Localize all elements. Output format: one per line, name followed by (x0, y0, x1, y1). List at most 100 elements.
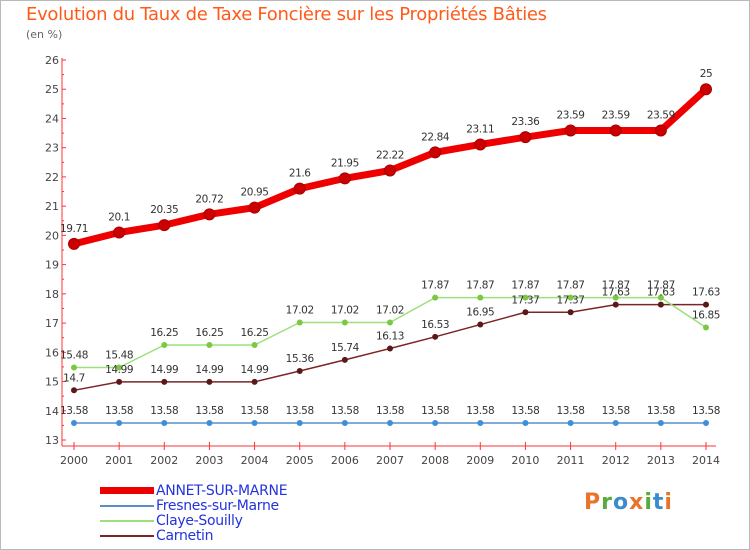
series-point-0 (293, 182, 306, 195)
series-point-2 (567, 294, 574, 301)
data-label-0: 23.59 (602, 109, 630, 121)
x-tick-label: 2002 (150, 454, 178, 467)
data-label-2: 17.02 (286, 304, 314, 316)
series-point-2 (251, 342, 258, 348)
series-point-3 (71, 387, 77, 394)
legend-label: ANNET-SUR-MARNE (156, 482, 288, 499)
data-label-2: 16.25 (150, 327, 178, 339)
data-label-3: 16.95 (466, 307, 494, 319)
series-point-1 (477, 420, 484, 427)
y-tick-label: 23 (45, 142, 59, 155)
legend-swatch (100, 487, 154, 494)
data-label-1: 13.58 (602, 405, 630, 417)
legend-item: ANNET-SUR-MARNE (100, 482, 288, 499)
x-tick-label: 2009 (466, 454, 494, 467)
data-label-1: 13.58 (421, 405, 449, 417)
data-label-0: 21.6 (289, 168, 311, 180)
data-label-1: 13.58 (286, 405, 314, 417)
y-tick-label: 21 (45, 200, 59, 213)
data-label-1: 13.58 (557, 405, 585, 417)
data-label-1: 13.58 (150, 405, 178, 417)
data-label-0: 20.72 (195, 193, 223, 205)
series-point-3 (116, 378, 123, 385)
series-point-0 (384, 164, 396, 177)
data-label-1: 13.58 (376, 405, 404, 417)
legend-item: Carnetin (100, 527, 287, 544)
data-label-0: 25 (700, 68, 713, 80)
data-label-0: 23.59 (557, 109, 585, 121)
series-point-2 (161, 342, 168, 348)
legend: ANNET-SUR-MARNE Fresnes-sur-Marne Claye-So… (100, 482, 288, 544)
series-point-3 (657, 301, 664, 308)
legend-label: Fresnes-sur-Marne (156, 497, 279, 514)
data-label-2: 16.85 (692, 309, 720, 321)
data-label-1: 13.58 (331, 405, 359, 417)
series-point-1 (206, 420, 213, 427)
series-point-0 (429, 146, 442, 159)
x-tick-label: 2005 (286, 454, 314, 467)
data-label-1: 13.58 (647, 405, 675, 417)
data-label-2: 17.87 (647, 280, 675, 292)
series-point-1 (161, 420, 168, 427)
y-tick-label: 13 (45, 434, 59, 447)
series-point-1 (567, 420, 574, 427)
series-point-1 (703, 420, 709, 427)
series-point-1 (387, 420, 393, 427)
series-point-2 (703, 324, 709, 331)
data-label-0: 19.71 (60, 223, 88, 235)
data-label-3: 15.74 (331, 342, 360, 354)
chart-title: Evolution du Taux de Taxe Foncière sur l… (26, 4, 547, 25)
series-point-2 (341, 319, 348, 326)
series-point-1 (341, 420, 348, 427)
series-point-3 (206, 378, 213, 385)
data-label-1: 13.58 (241, 405, 269, 417)
y-tick-label: 20 (45, 229, 59, 242)
data-label-1: 13.58 (692, 405, 720, 417)
series-point-0 (158, 219, 171, 232)
data-label-1: 13.58 (511, 405, 539, 417)
series-point-3 (296, 368, 303, 375)
series-point-0 (203, 208, 216, 221)
proxiti-logo: Proxiti (584, 490, 673, 515)
series-point-0 (113, 226, 126, 239)
legend-swatch (100, 504, 154, 507)
series-point-3 (567, 309, 574, 316)
series-point-0 (338, 172, 351, 185)
x-tick-label: 2011 (557, 454, 585, 467)
x-tick-label: 2013 (647, 454, 675, 467)
series-point-3 (612, 301, 619, 308)
data-label-3: 15.36 (286, 353, 315, 365)
y-tick-label: 17 (45, 317, 59, 330)
data-label-0: 23.11 (466, 123, 494, 135)
series-point-1 (71, 420, 77, 427)
series-point-0 (68, 237, 80, 250)
data-label-0: 20.35 (150, 204, 178, 216)
data-label-3: 17.37 (511, 294, 539, 306)
x-tick-label: 2001 (105, 454, 133, 467)
series-point-0 (700, 83, 712, 96)
data-label-3: 17.63 (647, 287, 675, 299)
data-label-3: 14.7 (63, 372, 85, 384)
data-label-0: 22.84 (421, 131, 450, 143)
x-tick-label: 2008 (421, 454, 449, 467)
y-tick-label: 15 (45, 376, 59, 389)
data-label-2: 17.87 (421, 280, 449, 292)
series-point-3 (341, 356, 348, 363)
y-tick-label: 16 (45, 346, 59, 359)
series-point-2 (522, 294, 529, 301)
data-label-3: 17.63 (692, 287, 720, 299)
data-label-3: 16.53 (421, 319, 449, 331)
legend-swatch (100, 534, 154, 537)
data-label-0: 23.36 (511, 116, 540, 128)
series-point-3 (251, 378, 258, 385)
legend-label: Carnetin (156, 527, 214, 544)
data-label-1: 13.58 (105, 405, 133, 417)
data-label-3: 17.63 (602, 287, 630, 299)
data-label-1: 13.58 (60, 405, 88, 417)
x-tick-label: 2004 (241, 454, 269, 467)
series-point-3 (477, 321, 484, 328)
series-point-2 (206, 342, 213, 348)
series-point-0 (654, 124, 667, 137)
